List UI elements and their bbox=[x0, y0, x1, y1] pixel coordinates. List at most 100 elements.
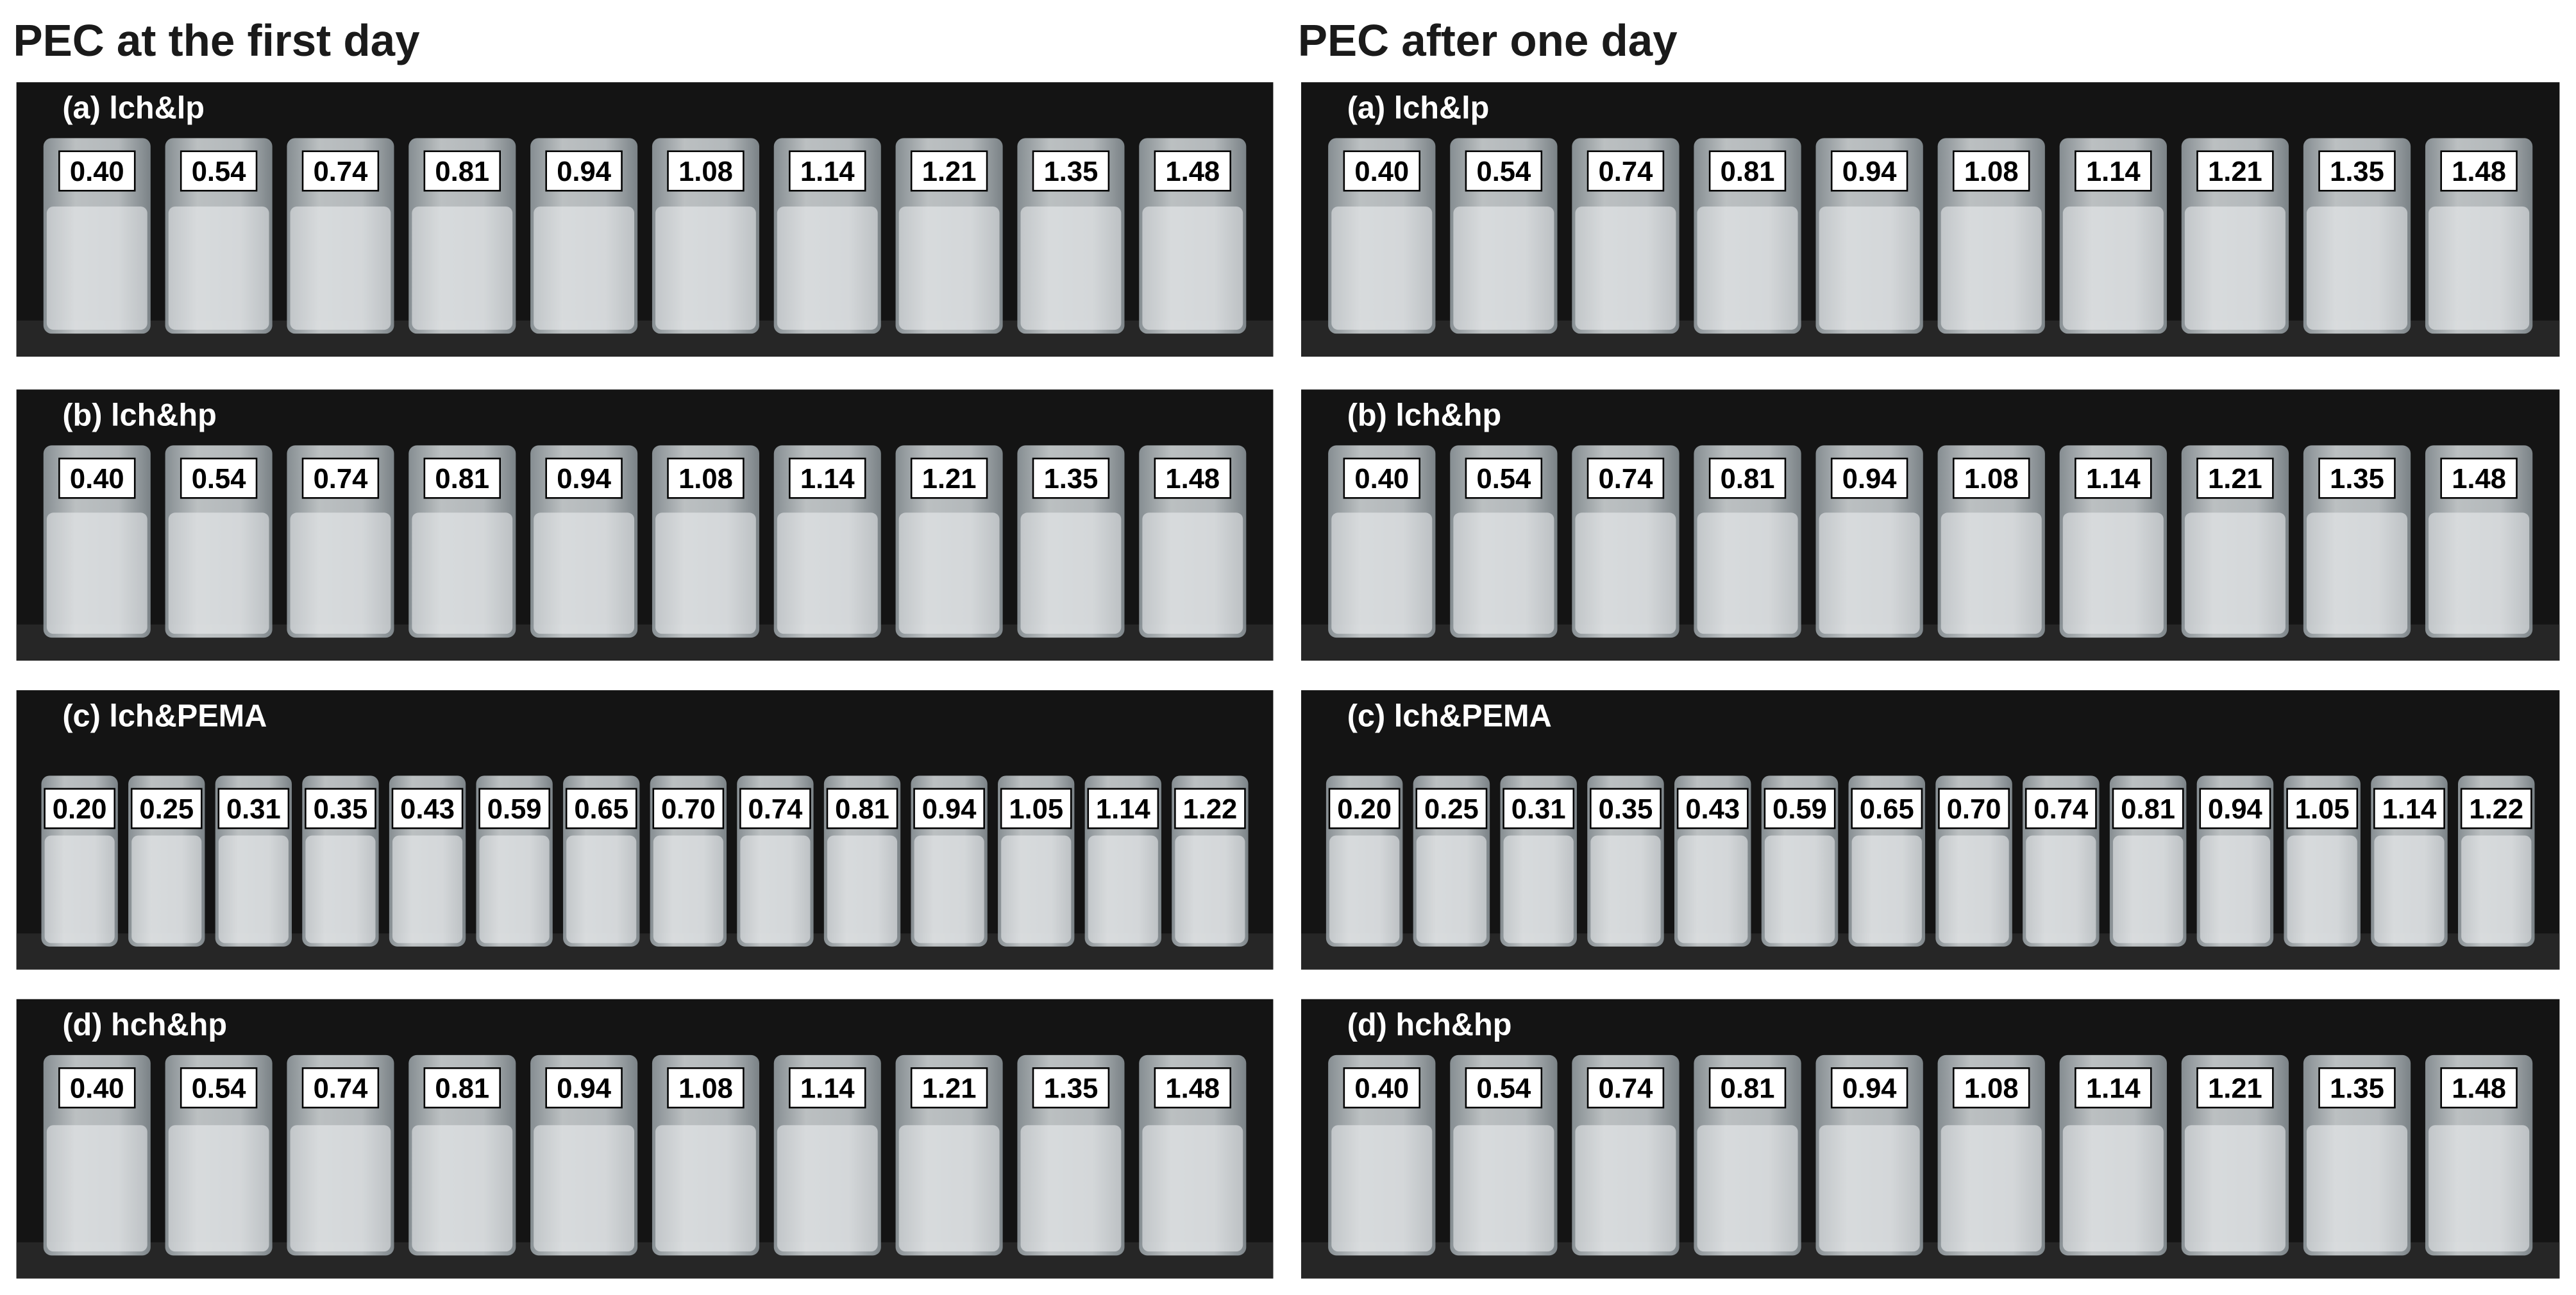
liquid bbox=[740, 835, 811, 944]
liquid bbox=[46, 512, 147, 634]
value-label: 0.54 bbox=[1476, 1073, 1531, 1104]
value-label-box bbox=[667, 150, 745, 192]
value-label: 0.40 bbox=[70, 1073, 124, 1104]
liquid bbox=[290, 512, 391, 634]
liquid bbox=[44, 835, 115, 944]
value-label-box bbox=[1154, 457, 1231, 499]
panel-label: (a) lch&lp bbox=[1347, 91, 1490, 126]
liquid bbox=[305, 835, 376, 944]
liquid bbox=[1851, 835, 1922, 944]
value-label-box bbox=[130, 788, 203, 829]
value-label-box bbox=[1415, 788, 1488, 829]
value-label: 1.21 bbox=[2208, 157, 2262, 187]
value-label: 0.20 bbox=[53, 794, 107, 825]
liquid bbox=[168, 1125, 269, 1252]
panel-label: (c) lch&PEMA bbox=[62, 698, 267, 733]
liquid bbox=[655, 207, 756, 330]
value-label-box bbox=[2075, 457, 2152, 499]
liquid bbox=[1503, 835, 1574, 944]
value-label-box bbox=[789, 150, 866, 192]
value-label: 0.59 bbox=[487, 794, 542, 825]
value-label: 0.74 bbox=[314, 157, 368, 187]
liquid bbox=[2429, 1125, 2530, 1252]
value-label-box bbox=[2318, 150, 2396, 192]
liquid bbox=[1453, 207, 1554, 330]
value-label: 1.48 bbox=[2452, 157, 2506, 187]
liquid bbox=[1175, 835, 1245, 944]
value-label-box bbox=[217, 788, 290, 829]
value-label-box bbox=[1343, 1067, 1420, 1109]
value-label-box bbox=[1830, 150, 1908, 192]
value-label-box bbox=[58, 457, 136, 499]
value-label-box bbox=[305, 788, 376, 829]
liquid bbox=[2306, 1125, 2408, 1252]
liquid bbox=[2184, 1125, 2286, 1252]
panel-label: (c) lch&PEMA bbox=[1347, 698, 1552, 733]
value-label: 0.43 bbox=[1685, 794, 1740, 825]
value-label: 0.54 bbox=[192, 464, 246, 495]
value-label: 1.21 bbox=[922, 464, 977, 495]
liquid bbox=[1697, 1125, 1798, 1252]
value-label: 0.81 bbox=[1721, 157, 1775, 187]
value-label: 1.14 bbox=[2382, 794, 2437, 825]
value-label-box bbox=[2112, 788, 2184, 829]
value-label-box bbox=[301, 457, 380, 499]
value-label: 1.08 bbox=[678, 1073, 733, 1104]
liquid bbox=[1940, 512, 2042, 634]
value-label-box bbox=[180, 1067, 258, 1109]
value-label-box bbox=[44, 788, 115, 829]
value-label-box bbox=[1953, 150, 2030, 192]
value-label-box bbox=[301, 150, 380, 192]
value-label-box bbox=[2318, 457, 2396, 499]
liquid bbox=[898, 207, 1000, 330]
value-label: 1.08 bbox=[1964, 157, 2019, 187]
value-label: 1.22 bbox=[2469, 794, 2523, 825]
value-label: 1.08 bbox=[1964, 464, 2019, 495]
liquid bbox=[777, 1125, 878, 1252]
value-label: 0.65 bbox=[1860, 794, 1914, 825]
value-label-box bbox=[1343, 150, 1420, 192]
value-label: 0.54 bbox=[1476, 464, 1531, 495]
value-label: 1.21 bbox=[2208, 1073, 2262, 1104]
panel-label: (b) lch&hp bbox=[1347, 398, 1502, 433]
liquid bbox=[1331, 207, 1433, 330]
value-label: 0.94 bbox=[557, 1073, 611, 1104]
value-label: 0.31 bbox=[226, 794, 281, 825]
value-label-box bbox=[1953, 457, 2030, 499]
liquid bbox=[2062, 512, 2164, 634]
liquid bbox=[479, 835, 550, 944]
value-label-box bbox=[910, 1067, 988, 1109]
liquid bbox=[2429, 207, 2530, 330]
value-label: 1.35 bbox=[1044, 157, 1099, 187]
value-label-box bbox=[301, 1067, 380, 1109]
liquid bbox=[1331, 1125, 1433, 1252]
value-label: 0.59 bbox=[1772, 794, 1827, 825]
liquid bbox=[914, 835, 984, 944]
value-label: 0.94 bbox=[2208, 794, 2262, 825]
liquid bbox=[898, 512, 1000, 634]
shelf bbox=[1301, 933, 2560, 970]
value-label: 0.40 bbox=[70, 157, 124, 187]
liquid bbox=[1142, 207, 1243, 330]
liquid bbox=[2374, 835, 2445, 944]
liquid bbox=[2429, 512, 2530, 634]
value-label: 0.81 bbox=[1721, 1073, 1775, 1104]
liquid bbox=[777, 512, 878, 634]
value-label: 1.48 bbox=[2452, 1073, 2506, 1104]
liquid bbox=[2062, 207, 2164, 330]
value-label-box bbox=[1830, 457, 1908, 499]
liquid bbox=[898, 1125, 1000, 1252]
value-label-box bbox=[1587, 457, 1665, 499]
liquid bbox=[1020, 207, 1122, 330]
value-label-box bbox=[1465, 1067, 1543, 1109]
liquid bbox=[1819, 207, 1920, 330]
value-label: 0.74 bbox=[748, 794, 803, 825]
liquid bbox=[1575, 1125, 1676, 1252]
value-label: 0.40 bbox=[70, 464, 124, 495]
value-label-box bbox=[739, 788, 811, 829]
value-label: 0.40 bbox=[1354, 464, 1409, 495]
liquid bbox=[1142, 512, 1243, 634]
value-label-box bbox=[652, 788, 725, 829]
value-label-box bbox=[1587, 150, 1665, 192]
liquid bbox=[534, 1125, 635, 1252]
